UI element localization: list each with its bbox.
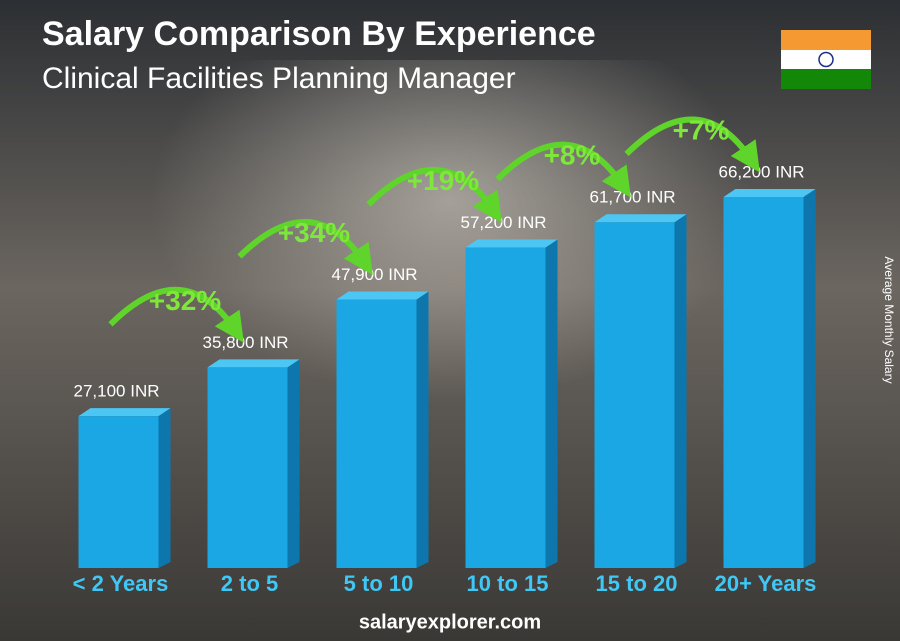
change-annotation: +32%	[149, 285, 221, 316]
x-tick-label: < 2 Years	[73, 571, 169, 596]
value-label: 57,200 INR	[461, 213, 547, 232]
value-label: 66,200 INR	[719, 162, 805, 181]
bar	[465, 247, 546, 569]
chart-title: Salary Comparison By Experience	[42, 15, 596, 53]
arrow	[495, 141, 631, 198]
change-annotation: +7%	[673, 114, 730, 145]
bar-side	[803, 189, 816, 568]
bar	[723, 197, 804, 568]
x-tick-label: 2 to 5	[221, 571, 278, 596]
bar-top	[336, 291, 429, 300]
bar-top	[465, 239, 558, 248]
change-annotation: +34%	[278, 217, 350, 248]
bar-top	[594, 214, 687, 223]
footer: salaryexplorer.com	[359, 611, 541, 633]
bar	[207, 367, 288, 568]
value-label: 47,900 INR	[332, 265, 418, 284]
x-tick-label: 20+ Years	[715, 571, 817, 596]
bar-top	[207, 359, 300, 368]
value-label: 27,100 INR	[74, 382, 160, 401]
bar-side	[545, 239, 558, 569]
change-annotation: +19%	[407, 165, 479, 196]
value-label: 61,700 INR	[590, 188, 676, 207]
arrow	[366, 166, 502, 223]
bar	[336, 299, 417, 568]
bar-side	[158, 408, 171, 568]
bar-side	[674, 214, 687, 568]
bar-side	[287, 359, 300, 568]
arrow	[237, 219, 373, 275]
arrow	[624, 116, 760, 173]
bar-top	[78, 408, 171, 417]
bar-top	[723, 189, 816, 197]
bar-side	[416, 291, 429, 568]
y-axis-label: Average Monthly Salary	[882, 256, 896, 383]
arrow	[108, 286, 244, 343]
bar	[78, 416, 159, 568]
x-tick-label: 10 to 15	[467, 571, 549, 596]
value-label: 35,800 INR	[203, 333, 289, 352]
change-annotation: +8%	[544, 140, 601, 171]
x-tick-label: 15 to 20	[596, 571, 678, 596]
x-tick-label: 5 to 10	[344, 571, 414, 596]
flag	[781, 30, 871, 89]
chart-subtitle: Clinical Facilities Planning Manager	[42, 62, 516, 95]
bar	[594, 222, 675, 568]
